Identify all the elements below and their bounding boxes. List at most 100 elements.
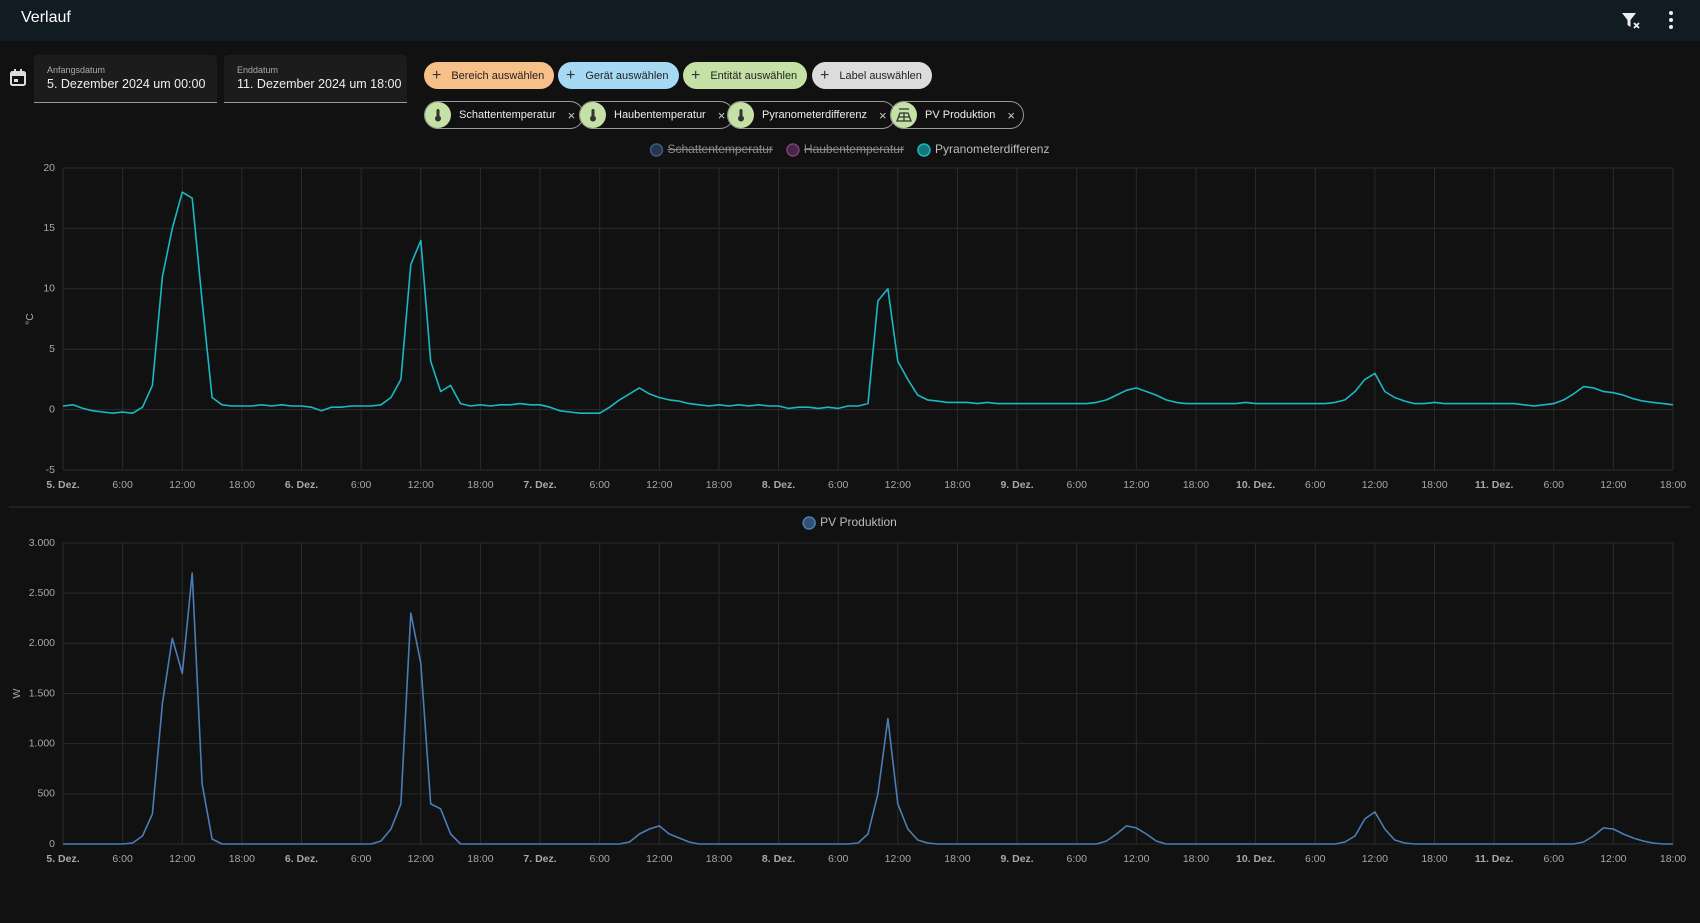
thermometer-icon — [728, 102, 754, 128]
x-tick-label: 18:00 — [229, 479, 255, 491]
x-tick-label: 12:00 — [1123, 853, 1149, 865]
x-tick-label: 12:00 — [1600, 479, 1626, 491]
x-tick-label: 18:00 — [1421, 479, 1447, 491]
clear-filter-icon[interactable] — [1620, 10, 1642, 32]
x-tick-label: 6:00 — [1305, 853, 1326, 865]
x-tick-label: 9. Dez. — [1000, 853, 1033, 865]
x-tick-label: 18:00 — [467, 853, 493, 865]
y-axis-label: W — [11, 688, 23, 698]
x-tick-label: 12:00 — [1123, 479, 1149, 491]
button-label: Gerät auswählen — [585, 69, 669, 82]
remove-icon[interactable]: × — [1007, 107, 1015, 123]
x-tick-label: 7. Dez. — [523, 853, 556, 865]
button-label: Bereich auswählen — [451, 69, 545, 82]
y-tick-label: 3.000 — [29, 537, 55, 549]
x-tick-label: 18:00 — [706, 479, 732, 491]
x-tick-label: 6:00 — [112, 479, 133, 491]
start-date-field[interactable]: Anfangsdatum 5. Dezember 2024 um 00:00 — [34, 55, 217, 103]
x-tick-label: 18:00 — [1660, 479, 1686, 491]
x-tick-label: 12:00 — [646, 479, 672, 491]
thermometer-icon — [580, 102, 606, 128]
end-date-field[interactable]: Enddatum 11. Dezember 2024 um 18:00 — [224, 55, 407, 103]
legend: Schattentemperatur Haubentemperatur Pyrano… — [649, 142, 1049, 157]
y-tick-label: 0 — [49, 403, 55, 415]
thermometer-icon — [425, 102, 451, 128]
x-tick-label: 18:00 — [944, 479, 970, 491]
header — [0, 0, 1700, 41]
x-tick-label: 6:00 — [351, 853, 372, 865]
x-tick-label: 6:00 — [1544, 479, 1565, 491]
legend: PV Produktion — [802, 515, 897, 530]
x-tick-label: 12:00 — [169, 853, 195, 865]
legend-marker — [649, 143, 664, 157]
x-tick-label: 12:00 — [885, 479, 911, 491]
x-tick-label: 6:00 — [1305, 479, 1326, 491]
y-tick-label: 15 — [43, 222, 55, 234]
x-tick-label: 6:00 — [1066, 853, 1087, 865]
remove-icon[interactable]: × — [717, 107, 726, 123]
chip-label: Schattentemperatur — [459, 109, 556, 121]
x-tick-label: 12:00 — [408, 853, 434, 865]
x-tick-label: 18:00 — [229, 853, 255, 865]
field-value: 5. Dezember 2024 um 00:00 — [47, 77, 206, 91]
field-label: Anfangsdatum — [47, 65, 106, 75]
x-tick-label: 11. Dez. — [1475, 853, 1514, 865]
x-tick-label: 11. Dez. — [1475, 479, 1514, 491]
legend-label: Schattentemperatur — [668, 142, 773, 156]
entity-chip[interactable]: Schattentemperatur × — [424, 101, 585, 129]
remove-icon[interactable]: × — [567, 107, 576, 123]
x-tick-label: 6:00 — [351, 479, 372, 491]
x-tick-label: 8. Dez. — [762, 853, 795, 865]
entity-button[interactable]: + Entität auswählen — [683, 62, 808, 89]
y-tick-label: 5 — [49, 343, 55, 355]
y-tick-label: 10 — [43, 283, 55, 295]
x-tick-label: 5. Dez. — [46, 853, 79, 865]
x-tick-label: 7. Dez. — [523, 479, 556, 491]
y-tick-label: 500 — [37, 788, 55, 800]
legend-marker — [786, 143, 800, 157]
y-tick-label: 20 — [43, 162, 55, 174]
x-tick-label: 10. Dez. — [1236, 853, 1275, 865]
chip-label: Pyranometerdifferenz — [762, 109, 867, 121]
y-tick-label: 2.000 — [29, 637, 55, 649]
series-line — [63, 572, 1673, 845]
x-tick-label: 18:00 — [1183, 853, 1209, 865]
x-tick-label: 12:00 — [408, 479, 434, 491]
x-tick-label: 6. Dez. — [285, 853, 318, 865]
chip-label: PV Produktion — [925, 109, 996, 121]
label-button[interactable]: + Label auswählen — [812, 62, 932, 89]
x-tick-label: 18:00 — [1183, 479, 1209, 491]
legend-label: Haubentemperatur — [804, 142, 904, 156]
device-button[interactable]: + Gerät auswählen — [558, 62, 679, 89]
field-value: 11. Dezember 2024 um 18:00 — [237, 77, 402, 91]
x-tick-label: 9. Dez. — [1000, 479, 1033, 491]
entity-chip[interactable]: Pyranometerdifferenz × — [727, 101, 896, 129]
calendar-icon[interactable] — [8, 68, 28, 88]
area-button[interactable]: + Bereich auswählen — [424, 62, 555, 89]
chip-label: Haubentemperatur — [614, 109, 706, 121]
entity-chip[interactable]: PV Produktion × — [890, 101, 1024, 129]
x-tick-label: 6:00 — [1066, 479, 1087, 491]
x-tick-label: 12:00 — [1600, 853, 1626, 865]
y-axis-label: °C — [24, 313, 36, 325]
x-tick-label: 12:00 — [646, 853, 672, 865]
series-line — [62, 191, 1674, 414]
x-tick-label: 18:00 — [1421, 853, 1447, 865]
legend-marker — [802, 516, 816, 530]
x-tick-label: 12:00 — [885, 853, 911, 865]
y-tick-label: 2.500 — [29, 587, 55, 599]
x-tick-label: 6. Dez. — [285, 479, 318, 491]
entity-chip[interactable]: Haubentemperatur × — [579, 101, 735, 129]
x-tick-label: 6:00 — [589, 853, 610, 865]
remove-icon[interactable]: × — [878, 107, 887, 123]
page-title: Verlauf — [21, 9, 71, 26]
menu-icon[interactable] — [1661, 9, 1681, 31]
x-tick-label: 18:00 — [944, 853, 970, 865]
field-label: Enddatum — [237, 65, 279, 75]
x-tick-label: 6:00 — [828, 479, 849, 491]
legend-marker — [917, 143, 931, 157]
x-tick-label: 12:00 — [1362, 853, 1388, 865]
x-tick-label: 18:00 — [1660, 853, 1686, 865]
